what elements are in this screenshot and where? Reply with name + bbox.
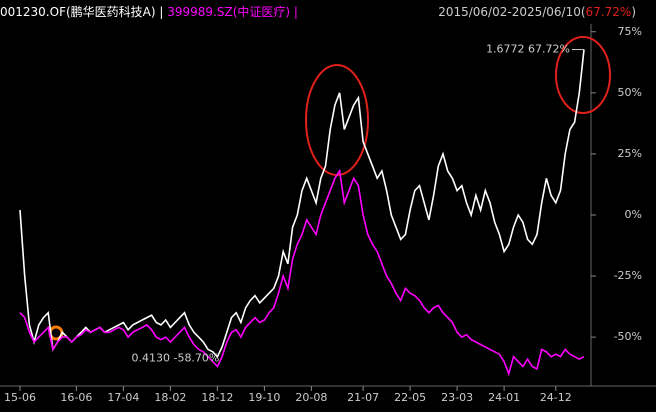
x-tick-label: 20-08 [295,391,327,404]
highlight-ellipse [555,36,611,114]
highlight-ellipse [305,64,369,176]
series-line [19,49,585,359]
y-tick-label: -25% [614,269,642,282]
y-tick-label: 25% [618,147,642,160]
period-return: 67.72% [585,5,632,19]
annotation: 1.6772 67.72% [486,43,570,56]
x-tick-label: 22-05 [394,391,426,404]
annotation: 0.4130 -58.70% [131,352,219,365]
x-tick-label: 18-12 [201,391,233,404]
x-tick-label: 15-06 [4,391,36,404]
x-tick-label: 17-04 [107,391,139,404]
y-tick-label: 75% [618,25,642,38]
range-close: ) [631,5,636,19]
x-tick-label: 24-01 [488,391,520,404]
x-tick-label: 18-02 [154,391,186,404]
y-tick-label: 0% [625,208,642,221]
x-tick-label: 16-06 [60,391,92,404]
legend-entry: 399989.SZ(中证医疗) [167,5,291,19]
series-line [19,168,585,377]
x-tick-label: 19-10 [248,391,280,404]
y-tick-label: -50% [614,330,642,343]
x-tick-label: 24-12 [540,391,572,404]
header-right: 2015/06/02-2025/06/10(67.72%) [438,0,636,24]
y-tick-label: 50% [618,86,642,99]
legend-entry: 001230.OF(鹏华医药科技A) [0,5,156,19]
header-left: 001230.OF(鹏华医药科技A) | 399989.SZ(中证医疗) | [0,0,298,24]
x-tick-label: 21-07 [347,391,379,404]
x-tick-label: 23-03 [441,391,473,404]
header: 001230.OF(鹏华医药科技A) | 399989.SZ(中证医疗) | 2… [0,0,656,24]
date-range: 2015/06/02-2025/06/10( [438,5,586,19]
separator: | [159,5,164,19]
separator: | [293,5,298,19]
